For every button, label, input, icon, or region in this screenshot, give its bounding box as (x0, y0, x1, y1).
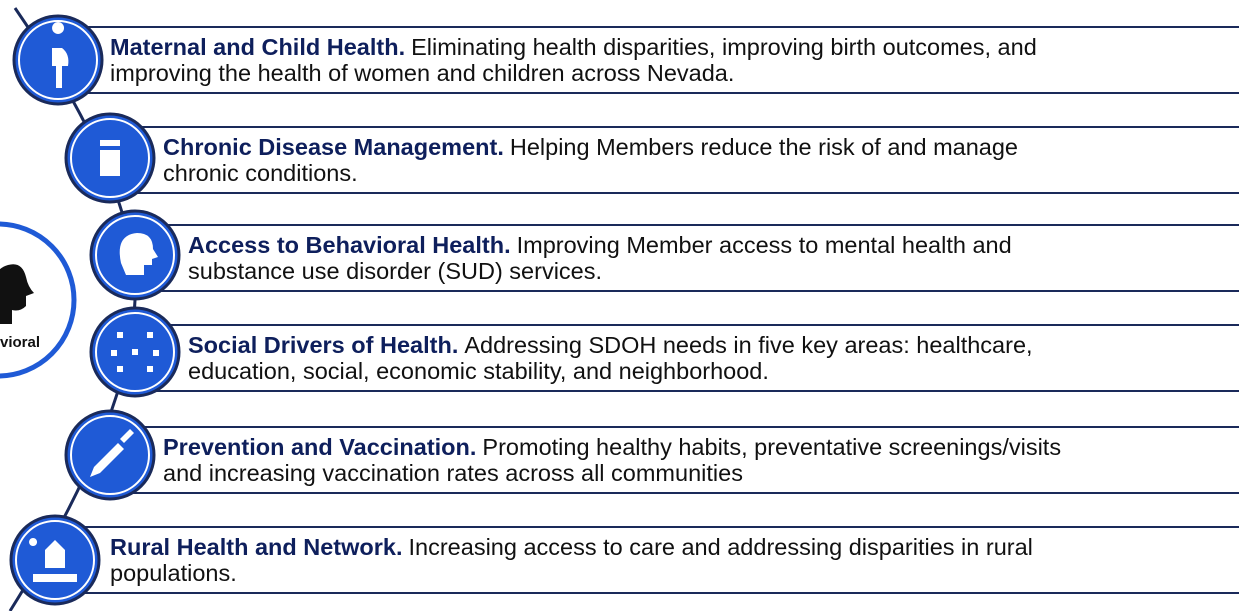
icon (29, 538, 77, 582)
item-desc: Helping Members reduce the risk of and m… (509, 134, 1018, 160)
item-desc: and increasing vaccination rates across … (163, 460, 743, 486)
icon (52, 22, 69, 88)
head-icon (0, 264, 34, 324)
item-line: Social Drivers of Health. Addressing SDOH… (188, 332, 1033, 358)
item: Maternal and Child Health. Eliminating he… (110, 34, 1037, 86)
icon (111, 332, 159, 372)
item-line: Chronic Disease Management. Helping Membe… (163, 134, 1018, 160)
item-line: Access to Behavioral Health. Improving Me… (188, 232, 1012, 258)
item-desc: chronic conditions. (163, 160, 358, 186)
item-title: Rural Health and Network. (110, 534, 403, 560)
item-line: Prevention and Vaccination. Promoting hea… (163, 434, 1061, 460)
item-desc: Eliminating health disparities, improvin… (411, 34, 1037, 60)
item-desc: Addressing SDOH needs in five key areas:… (464, 332, 1033, 358)
item: Rural Health and Network. Increasing acce… (110, 534, 1033, 586)
item-desc: substance use disorder (SUD) services. (188, 258, 603, 284)
item-desc: populations. (110, 560, 237, 586)
item-title: Social Drivers of Health. (188, 332, 459, 358)
item-desc: Improving Member access to mental health… (516, 232, 1012, 258)
item-desc: Promoting healthy habits, preventative s… (482, 434, 1062, 460)
icon (100, 140, 120, 176)
icon-ring (95, 312, 175, 392)
item-title: Prevention and Vaccination. (163, 434, 477, 460)
icon-ring (70, 415, 150, 495)
item: Access to Behavioral Health. Improving Me… (188, 232, 1012, 284)
icon-ring (70, 118, 150, 198)
icon (119, 233, 158, 275)
item-line: Maternal and Child Health. Eliminating he… (110, 34, 1037, 60)
item: Chronic Disease Management. Helping Membe… (163, 134, 1018, 186)
item-desc: improving the health of women and childr… (110, 60, 735, 86)
item-title: Maternal and Child Health. (110, 34, 406, 60)
left-badge-label: vioral (0, 334, 41, 351)
left-badge-circle (0, 221, 77, 379)
item: Social Drivers of Health. Addressing SDOH… (188, 332, 1033, 384)
item-desc: education, social, economic stability, a… (188, 358, 769, 384)
icon (90, 429, 134, 477)
item-title: Access to Behavioral Health. (188, 232, 511, 258)
icon-ring (15, 520, 95, 600)
icon-ring (18, 20, 98, 100)
icon-ring (95, 215, 175, 295)
item-title: Chronic Disease Management. (163, 134, 504, 160)
item-line: Rural Health and Network. Increasing acce… (110, 534, 1033, 560)
item-desc: Increasing access to care and addressing… (408, 534, 1033, 560)
item: Prevention and Vaccination. Promoting hea… (163, 434, 1061, 486)
